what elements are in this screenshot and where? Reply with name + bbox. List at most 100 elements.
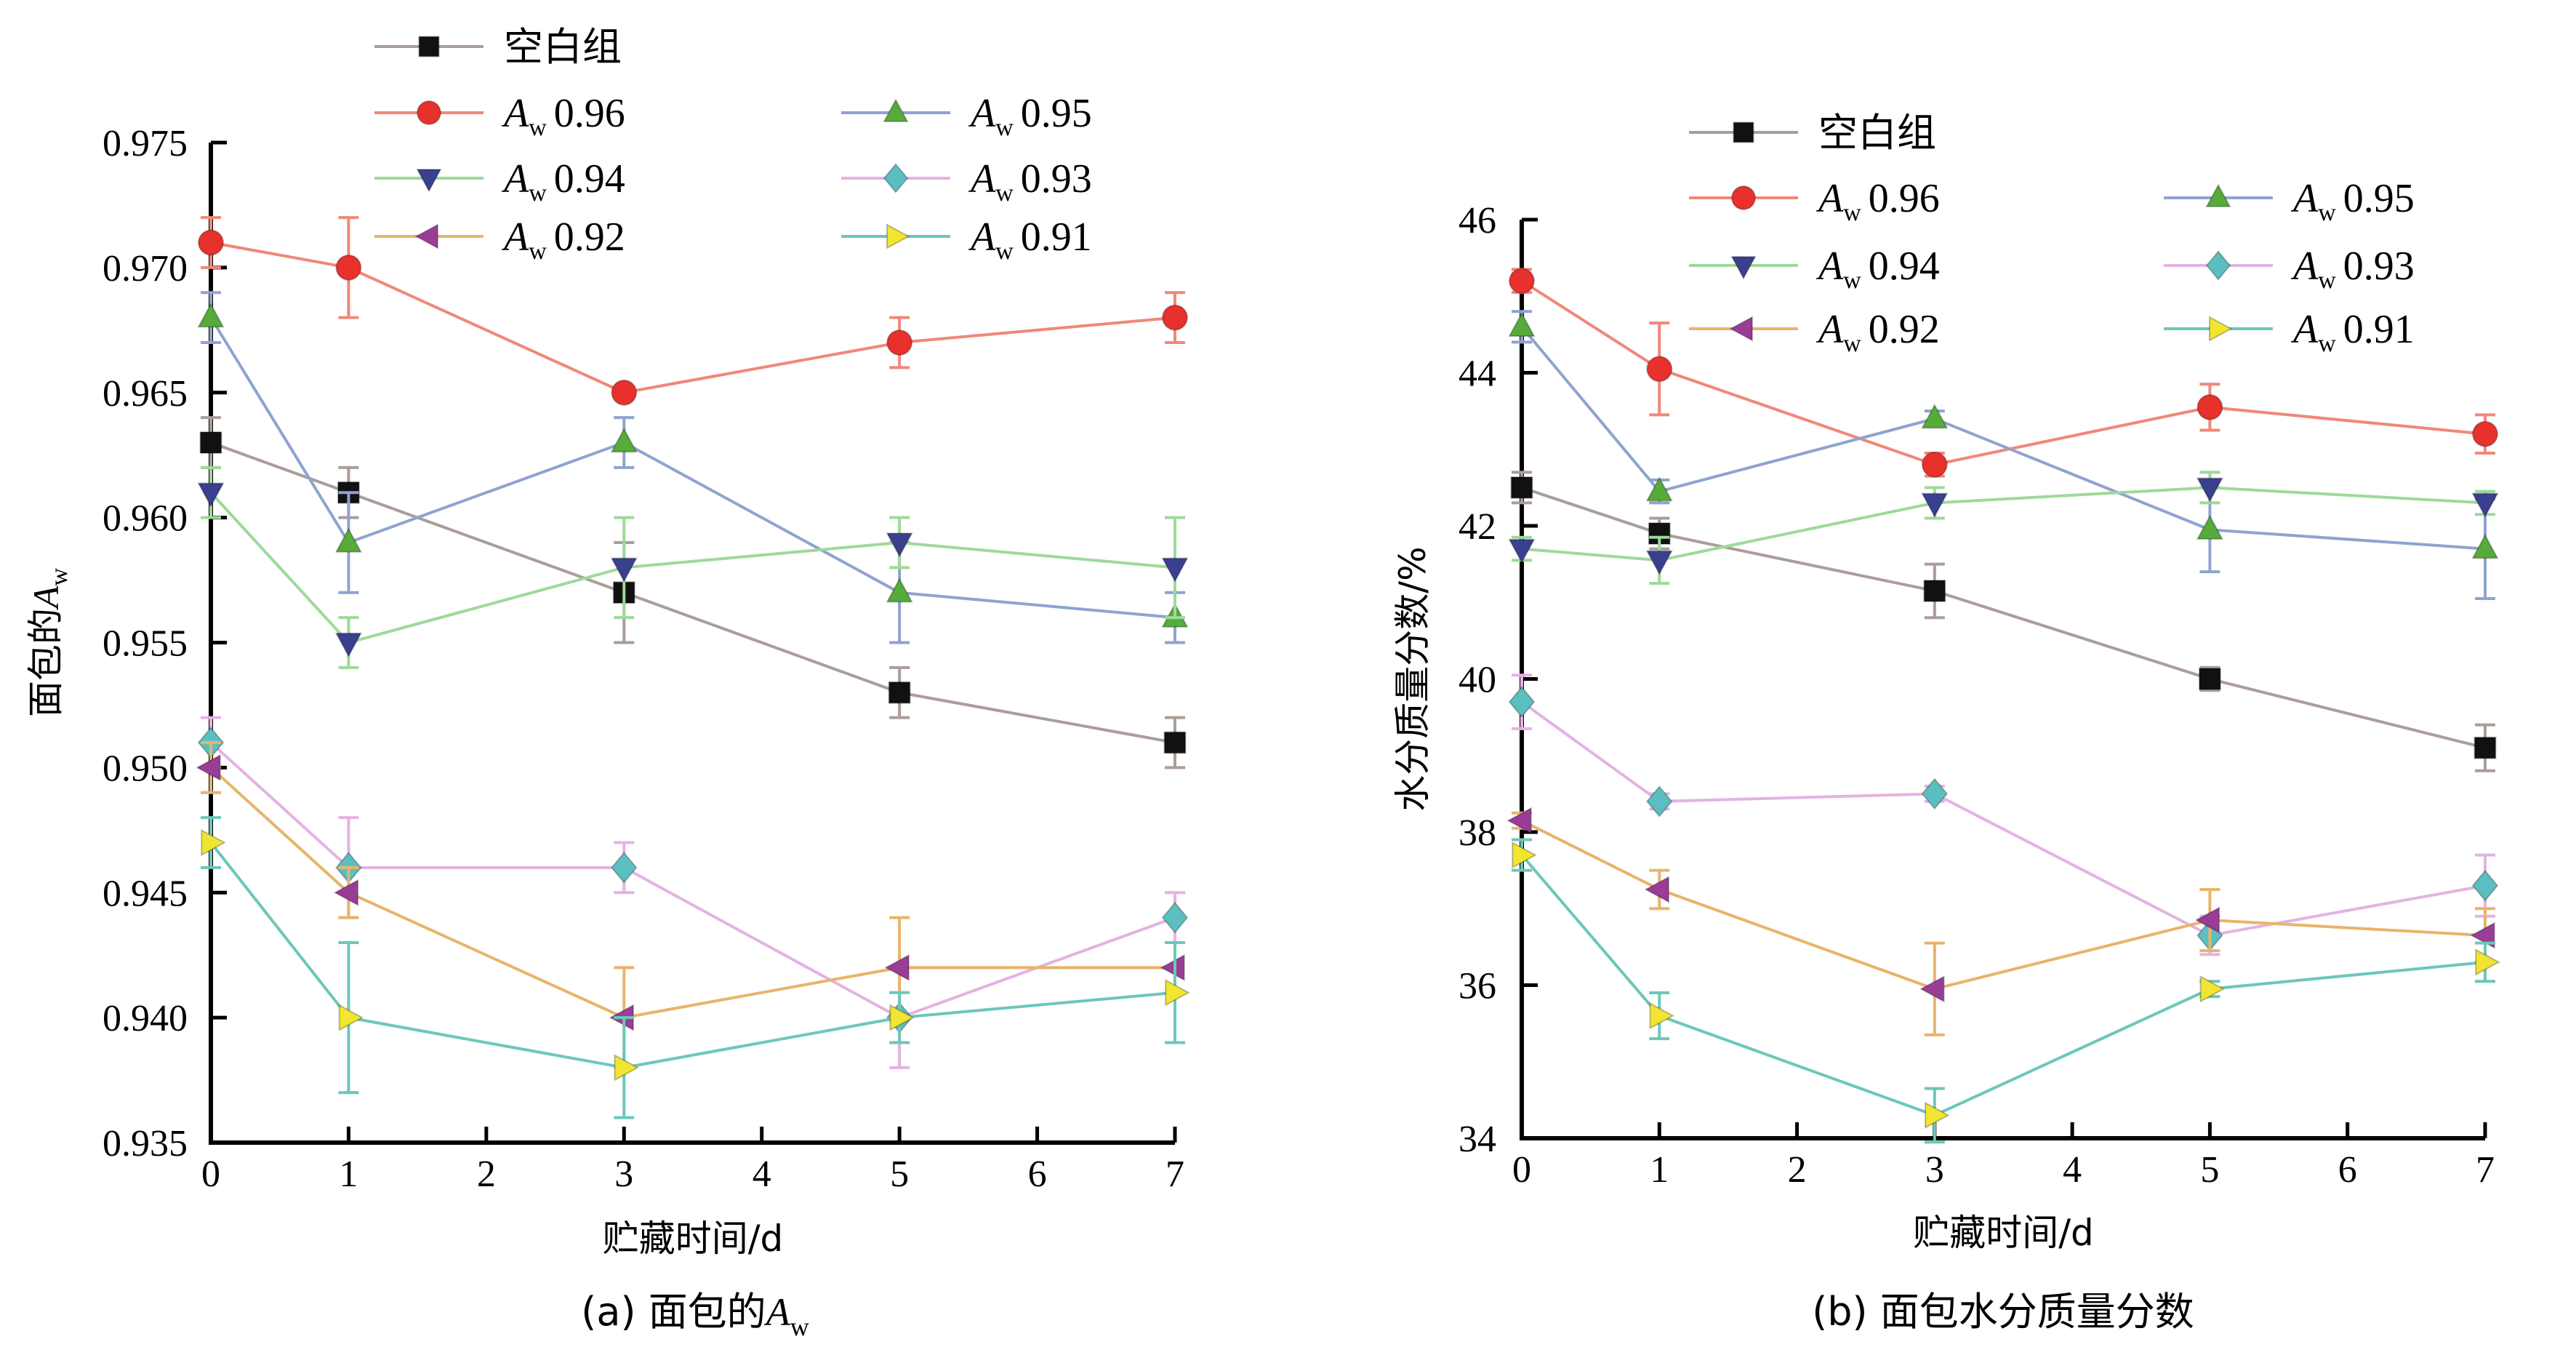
legend-label-value: 0.96	[1869, 176, 1940, 221]
series-line	[209, 741, 1176, 1020]
legend-item: Aw 0.95	[841, 91, 1092, 141]
data-point	[1921, 778, 1949, 810]
legend-item: Aw 0.96	[1689, 176, 1940, 226]
legend-label-symbol: A	[1815, 244, 1844, 289]
data-point	[198, 229, 224, 256]
series-0	[1510, 471, 2497, 772]
data-point	[2194, 906, 2220, 934]
y-axis-title: 水分质量分数/%	[1392, 546, 1434, 811]
data-point	[2199, 975, 2226, 1003]
y-tick-label: 0.935	[103, 1123, 188, 1164]
x-tick-label: 4	[2063, 1149, 2082, 1191]
x-tick-label: 6	[2338, 1149, 2357, 1191]
data-point	[2198, 668, 2221, 690]
data-point	[610, 557, 638, 583]
y-axis-title-text: 面包的	[25, 608, 67, 717]
legend-item: Aw 0.96	[374, 91, 625, 141]
data-point	[1508, 538, 1536, 564]
legend-item: Aw 0.91	[2164, 307, 2415, 357]
panel-a-chart: 0.9350.9400.9450.9500.9550.9600.9650.970…	[25, 24, 1190, 1341]
y-tick-label: 42	[1458, 506, 1496, 548]
legend-marker	[883, 98, 909, 122]
legend-label-subscript: w	[2318, 199, 2336, 226]
data-point	[199, 431, 222, 454]
data-point	[888, 681, 911, 704]
data-point	[335, 254, 362, 281]
legend-label: Aw 0.95	[968, 91, 1092, 141]
data-point	[1161, 557, 1189, 583]
data-point	[2470, 922, 2495, 949]
legend-label: Aw 0.93	[968, 156, 1092, 207]
data-point	[611, 379, 638, 406]
y-axis-title: 面包的Aw	[25, 568, 73, 718]
legend-label-symbol: A	[1815, 176, 1844, 221]
legend-label-value: 0.91	[2343, 307, 2415, 352]
legend-marker	[2205, 250, 2231, 281]
legend-marker	[417, 100, 441, 125]
legend-marker	[883, 163, 909, 193]
data-point	[2196, 514, 2224, 540]
y-tick-label: 0.975	[103, 123, 188, 164]
data-point	[614, 1054, 640, 1082]
legend-label-value: 0.93	[2343, 244, 2415, 289]
data-point	[1645, 550, 1673, 576]
data-point	[2473, 736, 2497, 759]
data-point	[1921, 492, 1949, 519]
legend-label-value: 0.91	[1021, 215, 1092, 260]
data-point	[1163, 731, 1187, 754]
data-point	[197, 482, 225, 508]
data-point	[1161, 901, 1189, 934]
y-axis-title-subscript: w	[46, 568, 73, 586]
legend-label: 空白组	[504, 24, 622, 70]
x-tick-label: 2	[1788, 1149, 1807, 1191]
y-tick-label: 34	[1458, 1119, 1496, 1160]
legend-label-subscript: w	[1843, 267, 1861, 294]
panel-caption-symbol: A	[764, 1290, 791, 1334]
legend-label: Aw 0.95	[2290, 176, 2415, 226]
x-tick-label: 0	[201, 1154, 220, 1195]
data-point	[197, 302, 225, 328]
legend-label-value: 0.93	[1021, 156, 1092, 201]
panel-caption: (b) 面包水分质量分数	[1812, 1289, 2194, 1335]
legend-label: Aw 0.91	[2290, 307, 2415, 357]
data-point	[2196, 393, 2223, 420]
data-point	[2475, 948, 2500, 976]
data-point	[2471, 492, 2499, 519]
legend-label-symbol: A	[2290, 176, 2319, 221]
legend-item: Aw 0.92	[374, 215, 625, 265]
series-4	[1508, 673, 2499, 956]
data-point	[1509, 268, 1535, 295]
legend-label-symbol: A	[968, 215, 996, 260]
legend-label-symbol: A	[968, 91, 996, 136]
y-axis-title-symbol: A	[25, 585, 66, 610]
series-1	[198, 216, 1188, 406]
legend-item: Aw 0.91	[841, 215, 1092, 265]
legend-label-subscript: w	[1843, 199, 1861, 226]
x-axis-title: 贮藏时间/d	[603, 1218, 784, 1260]
legend-label: Aw 0.93	[2290, 244, 2415, 294]
data-point	[1162, 304, 1188, 331]
legend-label: Aw 0.94	[501, 156, 625, 207]
legend-marker	[886, 223, 910, 249]
data-point	[2471, 533, 2499, 559]
legend-label: Aw 0.94	[1815, 244, 1940, 294]
data-point	[1925, 1101, 1950, 1130]
legend-label-subscript: w	[995, 238, 1014, 265]
x-tick-label: 3	[614, 1154, 633, 1195]
y-tick-label: 0.940	[103, 998, 188, 1039]
data-point	[886, 532, 913, 558]
x-tick-label: 1	[339, 1154, 358, 1195]
legend-label-value: 0.95	[2343, 176, 2415, 221]
x-tick-label: 1	[1650, 1149, 1669, 1191]
y-tick-label: 0.950	[103, 748, 188, 789]
panel-caption-subscript: w	[790, 1312, 809, 1341]
panel-caption-text: (a) 面包的	[581, 1289, 766, 1335]
legend: 空白组 Aw 0.96 Aw 0.95 Aw 0.94 Aw 0.93 Aw 0.92 Aw 0.91	[1689, 110, 2415, 357]
series-3	[1508, 471, 2499, 585]
data-point	[201, 828, 226, 857]
legend-marker	[414, 223, 438, 249]
data-point	[1645, 785, 1673, 818]
legend-item: Aw 0.94	[1689, 244, 1940, 294]
legend-marker	[418, 36, 440, 57]
